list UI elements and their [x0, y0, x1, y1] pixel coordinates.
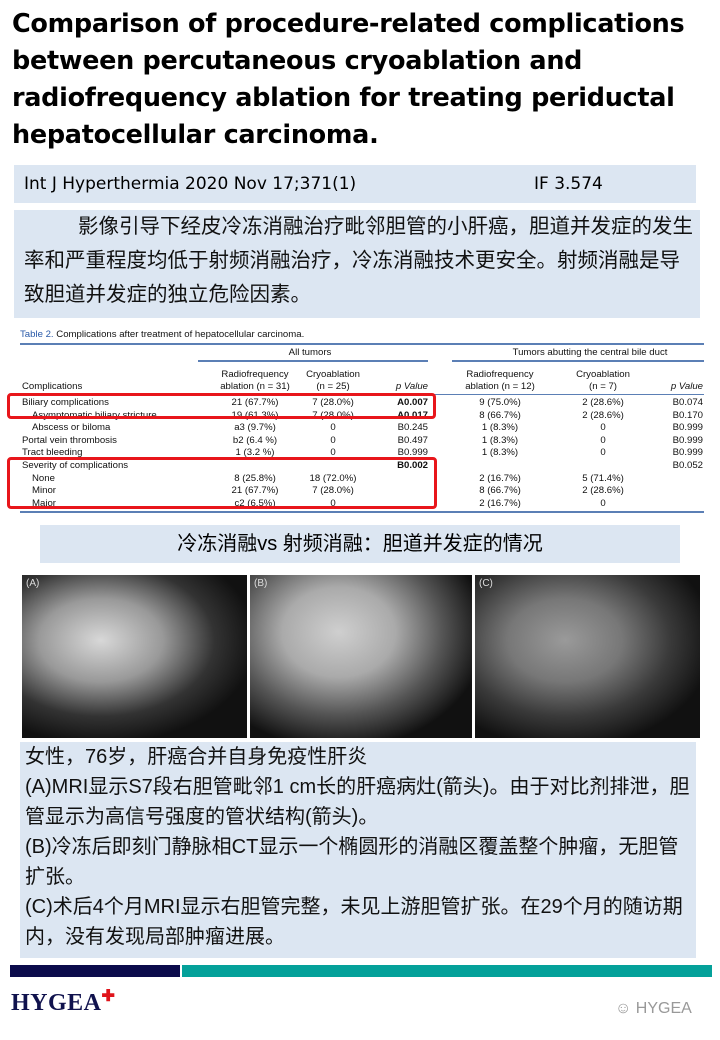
- section-caption: 冷冻消融vs 射频消融：胆道并发症的情况: [40, 525, 680, 563]
- cell-p-central: B0.999: [672, 447, 703, 459]
- hygea-logo: HYGEA✚: [11, 988, 116, 1017]
- mri-image-a: (A): [22, 575, 247, 738]
- cell-rf-central: 1 (8.3%): [481, 447, 519, 459]
- header-cryo2-n: (n = 7): [589, 381, 617, 392]
- cell-rf-central: 9 (75.0%): [479, 397, 521, 408]
- cell-p-all: A0.007: [397, 397, 428, 408]
- cell-rf-central: 2 (16.7%): [479, 472, 521, 484]
- cell-cryo-central: 0: [600, 422, 606, 434]
- cell-rf-central: 8 (66.7%): [479, 485, 521, 497]
- cell-rf-all: b2 (6.4 %): [232, 434, 278, 446]
- cell-rf-central: 2 (16.7%): [479, 497, 521, 509]
- row-label: Severity of complications: [22, 460, 129, 471]
- slide-title: Comparison of procedure-related complica…: [12, 9, 685, 150]
- cell-rf-all: 1 (3.2 %): [235, 447, 275, 459]
- row-label: Minor: [32, 485, 56, 497]
- header-cryo1: Cryoablation: [306, 369, 360, 380]
- cell-p-central: B0.052: [672, 460, 703, 471]
- cell-p-all: B0.999: [397, 447, 428, 459]
- cell-cryo-central: 2 (28.6%): [582, 397, 624, 408]
- logo-text: HYGEA: [11, 990, 102, 1016]
- ct-image-b: (B): [250, 575, 472, 738]
- description-line: (C)术后4个月MRI显示右胆管完整，未见上游胆管扩张。在29个月的随访期内，没…: [25, 896, 683, 948]
- header-rf2: Radiofrequency: [466, 369, 534, 380]
- header-cryo2: Cryoablation: [576, 369, 630, 380]
- cell-p-all: B0.497: [397, 434, 428, 446]
- cell-p-central: B0.074: [672, 397, 703, 408]
- row-label: Major: [32, 497, 56, 509]
- cell-rf-all: c2 (6.5%): [234, 497, 276, 509]
- citation-box: Int J Hyperthermia 2020 Nov 17;371(1) IF…: [14, 165, 696, 203]
- table-caption: Table 2. Complications after treatment o…: [20, 329, 304, 341]
- cell-p-all: A0.017: [397, 409, 428, 421]
- mri-image-c: (C): [475, 575, 700, 738]
- cross-icon: ✚: [101, 988, 116, 1005]
- table-caption-text: Complications after treatment of hepatoc…: [56, 329, 305, 340]
- header-cryo1-n: (n = 25): [316, 381, 350, 392]
- header-rf1: Radiofrequency: [221, 369, 289, 380]
- image-label-a: (A): [26, 578, 40, 589]
- cell-cryo-all: 0: [330, 422, 336, 434]
- cell-rf-all: 8 (25.8%): [234, 472, 276, 484]
- cell-p-central: B0.170: [672, 409, 703, 421]
- row-label: Biliary complications: [22, 397, 109, 408]
- footer-bar-teal: [182, 965, 712, 977]
- header-complications: Complications: [22, 381, 83, 392]
- footer-bar-dark: [10, 965, 180, 977]
- image-label-c: (C): [479, 578, 493, 589]
- cell-p-central: B0.999: [672, 422, 703, 434]
- cell-rf-central: 8 (66.7%): [479, 409, 521, 421]
- journal-citation: Int J Hyperthermia 2020 Nov 17;371(1): [24, 174, 357, 194]
- cell-cryo-central: 5 (71.4%): [582, 472, 624, 484]
- row-label: Portal vein thrombosis: [22, 434, 117, 446]
- image-label-b: (B): [254, 578, 268, 589]
- header-rf2-n: ablation (n = 12): [465, 381, 535, 392]
- cell-cryo-all: 7 (28.0%): [312, 397, 354, 408]
- watermark-text: HYGEA: [635, 1000, 692, 1017]
- cell-rf-all: a3 (9.7%): [234, 422, 276, 434]
- description-line: (A)MRI显示S7段右胆管毗邻1 cm长的肝癌病灶(箭头)。由于对比剂排泄，胆…: [25, 776, 690, 828]
- impact-factor: IF 3.574: [534, 174, 603, 194]
- header-p1: p Value: [395, 381, 428, 392]
- cell-cryo-all: 7 (28.0%): [312, 485, 354, 497]
- watermark: ☺ HYGEA: [615, 1000, 692, 1018]
- cell-p-all: B0.245: [397, 422, 428, 434]
- cell-rf-all: 21 (67.7%): [231, 485, 279, 497]
- cell-cryo-central: 2 (28.6%): [582, 485, 624, 497]
- cell-cryo-all: 0: [330, 497, 336, 509]
- cell-rf-all: 21 (67.7%): [231, 397, 279, 408]
- cell-cryo-all: 18 (72.0%): [309, 472, 357, 484]
- cell-rf-central: 1 (8.3%): [481, 434, 519, 446]
- description-line: (B)冷冻后即刻门静脉相CT显示一个椭圆形的消融区覆盖整个肿瘤，无胆管扩张。: [25, 836, 679, 888]
- complications-table: Table 2. Complications after treatment o…: [7, 329, 704, 519]
- cell-rf-all: 19 (61.3%): [231, 409, 279, 421]
- row-label: Asymptomatic biliary stricture: [32, 409, 157, 421]
- row-label: Abscess or biloma: [32, 422, 111, 434]
- cell-cryo-all: 0: [330, 447, 336, 459]
- group-all-tumors: All tumors: [288, 347, 332, 358]
- header-rf1-n: ablation (n = 31): [220, 381, 290, 392]
- wechat-icon: ☺: [615, 1000, 632, 1017]
- row-label: None: [32, 472, 55, 484]
- cell-p-central: B0.999: [672, 434, 703, 446]
- row-label: Tract bleeding: [22, 447, 83, 459]
- case-description: 女性，76岁，肝癌合并自身免疫性肝炎 (A)MRI显示S7段右胆管毗邻1 cm长…: [20, 742, 696, 958]
- summary-box: 影像引导下经皮冷冻消融治疗毗邻胆管的小肝癌，胆道并发症的发生率和严重程度均低于射…: [14, 210, 700, 318]
- cell-p-all: B0.002: [397, 460, 428, 471]
- cell-cryo-central: 0: [600, 497, 606, 509]
- group-central-bile-duct: Tumors abutting the central bile duct: [512, 347, 668, 358]
- cell-cryo-all: 0: [330, 434, 336, 446]
- description-line: 女性，76岁，肝癌合并自身免疫性肝炎: [25, 746, 368, 768]
- cell-rf-central: 1 (8.3%): [481, 422, 519, 434]
- header-p2: p Value: [670, 381, 703, 392]
- cell-cryo-all: 7 (28.0%): [312, 409, 354, 421]
- cell-cryo-central: 2 (28.6%): [582, 409, 624, 421]
- table-label: Table 2.: [20, 329, 54, 340]
- cell-cryo-central: 0: [600, 434, 606, 446]
- cell-cryo-central: 0: [600, 447, 606, 459]
